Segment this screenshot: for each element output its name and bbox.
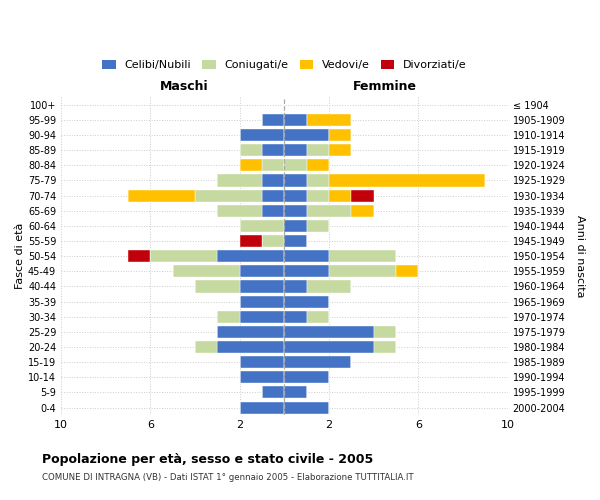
Bar bbox=[352, 204, 374, 217]
Bar bbox=[329, 266, 396, 278]
Bar bbox=[284, 250, 329, 262]
Bar bbox=[284, 402, 329, 413]
Bar bbox=[284, 356, 352, 368]
Bar bbox=[307, 280, 352, 292]
Bar bbox=[284, 190, 307, 202]
Bar bbox=[307, 204, 352, 217]
Bar bbox=[240, 129, 284, 141]
Bar bbox=[374, 326, 396, 338]
Bar bbox=[240, 266, 284, 278]
Bar bbox=[195, 190, 262, 202]
Bar bbox=[284, 310, 307, 323]
Bar bbox=[284, 114, 307, 126]
Bar bbox=[217, 250, 284, 262]
Bar bbox=[240, 296, 284, 308]
Legend: Celibi/Nubili, Coniugati/e, Vedovi/e, Divorziati/e: Celibi/Nubili, Coniugati/e, Vedovi/e, Di… bbox=[98, 55, 471, 74]
Bar bbox=[262, 190, 284, 202]
Bar bbox=[173, 266, 240, 278]
Bar bbox=[396, 266, 418, 278]
Bar bbox=[284, 144, 307, 156]
Bar bbox=[240, 356, 284, 368]
Bar bbox=[329, 144, 352, 156]
Bar bbox=[329, 250, 396, 262]
Text: Maschi: Maschi bbox=[160, 80, 208, 92]
Bar bbox=[284, 129, 329, 141]
Bar bbox=[284, 386, 307, 398]
Bar bbox=[240, 280, 284, 292]
Bar bbox=[329, 174, 485, 186]
Bar bbox=[374, 341, 396, 353]
Bar bbox=[240, 220, 284, 232]
Bar bbox=[128, 250, 151, 262]
Bar bbox=[284, 220, 307, 232]
Bar bbox=[307, 160, 329, 172]
Bar bbox=[284, 341, 374, 353]
Bar bbox=[240, 160, 262, 172]
Bar bbox=[307, 190, 329, 202]
Bar bbox=[284, 371, 329, 384]
Text: Femmine: Femmine bbox=[353, 80, 417, 92]
Bar bbox=[262, 235, 284, 247]
Bar bbox=[240, 402, 284, 413]
Bar bbox=[262, 204, 284, 217]
Bar bbox=[217, 174, 262, 186]
Bar bbox=[217, 326, 284, 338]
Bar bbox=[240, 235, 262, 247]
Bar bbox=[352, 190, 374, 202]
Bar bbox=[329, 190, 352, 202]
Bar bbox=[284, 174, 307, 186]
Bar bbox=[195, 341, 217, 353]
Text: COMUNE DI INTRAGNA (VB) - Dati ISTAT 1° gennaio 2005 - Elaborazione TUTTITALIA.I: COMUNE DI INTRAGNA (VB) - Dati ISTAT 1° … bbox=[42, 472, 413, 482]
Bar bbox=[262, 160, 284, 172]
Bar bbox=[284, 160, 307, 172]
Text: Popolazione per età, sesso e stato civile - 2005: Popolazione per età, sesso e stato civil… bbox=[42, 452, 373, 466]
Bar bbox=[217, 204, 262, 217]
Bar bbox=[284, 235, 307, 247]
Bar bbox=[307, 220, 329, 232]
Bar bbox=[262, 144, 284, 156]
Bar bbox=[307, 174, 329, 186]
Bar bbox=[262, 386, 284, 398]
Bar bbox=[284, 296, 329, 308]
Bar bbox=[151, 250, 217, 262]
Bar bbox=[284, 266, 329, 278]
Bar bbox=[307, 144, 329, 156]
Y-axis label: Fasce di età: Fasce di età bbox=[15, 223, 25, 290]
Bar bbox=[284, 280, 307, 292]
Bar bbox=[195, 280, 240, 292]
Bar bbox=[262, 174, 284, 186]
Y-axis label: Anni di nascita: Anni di nascita bbox=[575, 215, 585, 298]
Bar bbox=[284, 326, 374, 338]
Bar bbox=[240, 310, 284, 323]
Bar bbox=[307, 114, 352, 126]
Bar bbox=[262, 114, 284, 126]
Bar bbox=[329, 129, 352, 141]
Bar bbox=[307, 310, 329, 323]
Bar bbox=[240, 371, 284, 384]
Bar bbox=[128, 190, 195, 202]
Bar bbox=[217, 310, 240, 323]
Bar bbox=[217, 341, 284, 353]
Bar bbox=[284, 204, 307, 217]
Bar bbox=[240, 144, 262, 156]
